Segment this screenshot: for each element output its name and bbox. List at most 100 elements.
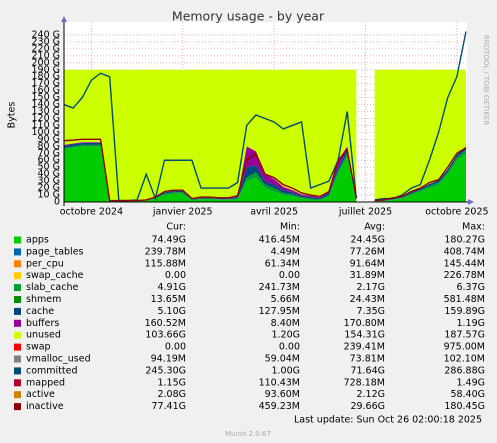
legend-stat: 0.00 [279, 270, 300, 281]
legend-stat: 159.89G [444, 306, 485, 317]
y-tick-label: 120 G [31, 113, 60, 124]
legend-stat: 77.41G [151, 401, 186, 412]
legend-swatch [14, 307, 21, 315]
y-tick-label: 190 G [31, 64, 60, 75]
legend-stat: 4.49M [271, 246, 300, 257]
marks [63, 31, 467, 202]
legend-header: Cur: [166, 222, 186, 233]
legend-stat: 459.23M [259, 401, 300, 412]
legend-swatch [14, 296, 21, 303]
y-tick-label: 70 G [38, 148, 60, 159]
legend-stat: 581.48M [444, 294, 485, 305]
x-tick-label: octobre 2024 [60, 207, 123, 218]
side-text: RRDTOOL / TOBI OETIKER [482, 35, 490, 125]
legend-stat: 170.80M [344, 318, 385, 329]
legend-stat: 1.49G [456, 377, 485, 388]
y-tick-label: 40 G [38, 169, 60, 180]
legend-swatch [14, 272, 21, 280]
legend-swatch [14, 248, 21, 256]
legend-stat: 160.52M [145, 318, 186, 329]
legend-stat: 2.12G [356, 389, 385, 400]
y-tick-label: 50 G [38, 162, 60, 173]
legend-stat: 5.66M [271, 294, 300, 305]
legend-stat: 8.40M [271, 318, 300, 329]
legend-stat: 0.00 [165, 270, 186, 281]
legend-swatch [14, 236, 21, 244]
y-tick-label: 230 G [31, 36, 60, 47]
legend-stat: 13.65M [151, 294, 186, 305]
y-tick-label: 170 G [31, 78, 60, 89]
legend-name: swap [26, 342, 51, 353]
y-tick-label: 220 G [31, 43, 60, 54]
y-tick-label: 10 G [38, 190, 60, 201]
legend-stat: 127.95M [259, 306, 300, 317]
y-tick-label: 130 G [31, 106, 60, 117]
legend-stat: 58.40G [450, 389, 485, 400]
legend: Cur: Min: Avg: Max: apps 74.49G 416.45M 24.45G 1… [14, 222, 485, 412]
legend-stat: 154.31G [344, 330, 385, 341]
legend-stat: 73.81M [350, 354, 385, 365]
y-tick-label: 60 G [38, 155, 60, 166]
legend-swatch [14, 343, 21, 351]
legend-header: Max: [462, 222, 485, 233]
legend-stat: 61.34M [265, 258, 300, 269]
legend-name: committed [26, 365, 78, 376]
legend-stat: 31.89M [350, 270, 385, 281]
x-tick-label: octobre 2025 [425, 207, 488, 218]
y-tick-label: 90 G [38, 134, 60, 145]
legend-name: cache [26, 306, 54, 317]
legend-stat: 0.00 [165, 342, 186, 353]
legend-swatch [14, 355, 21, 363]
y-tick-label: 160 G [31, 85, 60, 96]
y-tick-label: 20 G [38, 183, 60, 194]
legend-name: active [26, 389, 55, 400]
last-update: Last update: Sun Oct 26 02:00:18 2025 [294, 415, 482, 426]
y-tick-label: 180 G [31, 71, 60, 82]
legend-name: vmalloc_used [26, 354, 91, 365]
legend-stat: 91.64M [350, 258, 385, 269]
legend-name: apps [26, 235, 49, 246]
legend-swatch [14, 260, 21, 268]
legend-stat: 2.17G [356, 282, 385, 293]
legend-stat: 2.08G [157, 389, 186, 400]
area [64, 69, 466, 201]
legend-stat: 5.10G [157, 306, 186, 317]
legend-stat: 416.45M [259, 235, 300, 246]
legend-stat: 226.78M [444, 270, 485, 281]
y-tick-label: 140 G [31, 99, 60, 110]
legend-swatch [14, 367, 21, 375]
legend-stat: 7.35G [356, 306, 385, 317]
legend-stat: 77.26M [350, 246, 385, 257]
legend-stat: 180.27G [444, 235, 485, 246]
y-tick-label: 110 G [31, 120, 60, 131]
axes [61, 16, 474, 206]
legend-name: buffers [26, 318, 59, 329]
legend-stat: 286.88G [444, 365, 485, 376]
legend-stat: 1.19G [456, 318, 485, 329]
legend-stat: 1.00G [271, 365, 300, 376]
legend-stat: 74.49G [151, 235, 186, 246]
legend-stat: 103.66G [145, 330, 186, 341]
legend-swatch [14, 403, 21, 411]
legend-stat: 187.57G [444, 330, 485, 341]
legend-stat: 728.18M [344, 377, 385, 388]
y-tick-label: 150 G [31, 92, 60, 103]
x-tick-label: janvier 2025 [152, 207, 213, 218]
legend-stat: 180.45G [444, 401, 485, 412]
y-tick-label: 0 [54, 197, 60, 208]
legend-stat: 24.45G [350, 235, 385, 246]
legend-swatch [14, 331, 21, 339]
legend-header: Min: [280, 222, 300, 233]
y-tick-label: 200 G [31, 57, 60, 68]
legend-stat: 239.41M [344, 342, 385, 353]
legend-swatch [14, 391, 21, 399]
chart-title: Memory usage - by year [172, 9, 325, 24]
legend-stat: 145.44M [444, 258, 485, 269]
legend-stat: 239.78M [145, 246, 186, 257]
line [63, 138, 467, 202]
area [64, 146, 466, 202]
legend-stat: 102.10M [444, 354, 485, 365]
legend-name: slab_cache [26, 282, 78, 293]
y-tick-label: 80 G [38, 141, 60, 152]
